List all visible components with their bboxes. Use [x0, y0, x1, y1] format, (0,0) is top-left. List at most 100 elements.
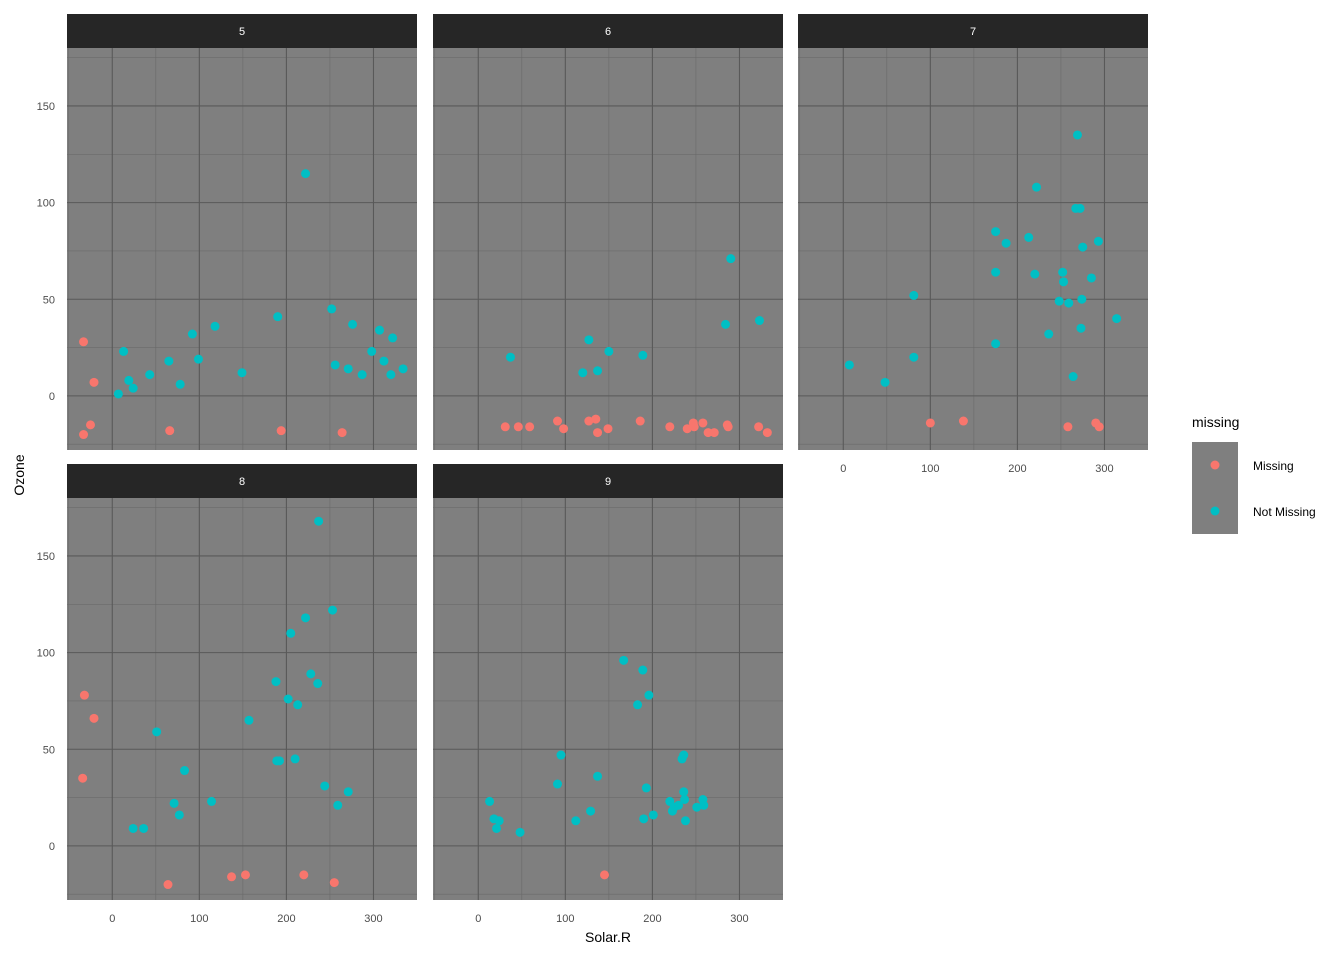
point-missing — [329, 878, 339, 888]
point-not-missing — [273, 312, 283, 322]
y-tick-label: 0 — [49, 391, 55, 403]
point-not-missing — [367, 346, 377, 356]
point-not-missing — [680, 795, 690, 804]
x-tick-label: 0 — [475, 913, 481, 925]
point-missing — [79, 690, 89, 700]
point-not-missing — [283, 694, 293, 704]
y-tick-label: 100 — [37, 648, 55, 660]
point-not-missing — [174, 810, 184, 820]
point-not-missing — [1058, 267, 1068, 277]
legend: missing Missing Not Missing — [1192, 414, 1316, 534]
point-not-missing — [379, 356, 389, 366]
point-missing — [723, 422, 733, 432]
point-not-missing — [648, 810, 658, 820]
point-missing — [163, 880, 173, 890]
point-not-missing — [1001, 238, 1011, 248]
point-missing — [299, 870, 309, 880]
point-not-missing — [1054, 296, 1064, 306]
point-missing — [1063, 422, 1073, 432]
point-not-missing — [306, 669, 316, 679]
facet-panel-8: 8 0 50 100 150 0 100 200 300 — [37, 464, 417, 925]
point-missing — [79, 337, 89, 347]
point-not-missing — [175, 379, 185, 389]
point-not-missing — [193, 354, 203, 364]
point-not-missing — [210, 321, 220, 331]
point-not-missing — [320, 781, 330, 791]
y-tick-label: 150 — [37, 551, 55, 563]
point-not-missing — [1072, 130, 1082, 140]
point-not-missing — [1086, 273, 1096, 283]
point-not-missing — [333, 800, 343, 810]
y-tick-label: 50 — [43, 294, 55, 306]
point-not-missing — [187, 329, 197, 339]
point-not-missing — [128, 383, 138, 393]
point-not-missing — [584, 335, 594, 345]
point-not-missing — [1093, 236, 1103, 246]
x-tick-label: 100 — [190, 913, 208, 925]
point-not-missing — [991, 227, 1001, 237]
point-missing — [165, 426, 175, 436]
point-not-missing — [604, 346, 614, 356]
point-missing — [1094, 422, 1104, 432]
point-not-missing — [152, 727, 162, 737]
point-not-missing — [301, 613, 311, 623]
point-not-missing — [586, 806, 596, 816]
x-tick-label: 100 — [921, 463, 939, 475]
point-not-missing — [593, 771, 603, 781]
point-not-missing — [386, 370, 396, 380]
point-not-missing — [909, 290, 919, 300]
point-not-missing — [343, 787, 353, 797]
point-not-missing — [1075, 203, 1085, 213]
point-missing — [79, 430, 89, 440]
facet-strip-label: 8 — [239, 476, 245, 488]
point-not-missing — [1068, 372, 1078, 382]
facet-panel-7: 7 0 100 200 300 — [798, 14, 1148, 475]
point-missing — [709, 428, 719, 438]
point-not-missing — [692, 802, 702, 812]
point-not-missing — [237, 368, 247, 378]
point-not-missing — [271, 677, 281, 687]
point-missing — [635, 416, 645, 426]
point-not-missing — [357, 370, 367, 380]
point-not-missing — [348, 319, 358, 329]
point-not-missing — [244, 715, 254, 725]
facet-strip — [67, 14, 417, 48]
point-not-missing — [721, 319, 731, 329]
legend-key-not-missing — [1210, 506, 1220, 516]
x-axis-title: Solar.R — [585, 929, 631, 945]
point-missing — [600, 870, 610, 880]
point-missing — [593, 428, 603, 438]
point-missing — [89, 713, 99, 723]
point-not-missing — [293, 700, 303, 710]
point-missing — [500, 422, 510, 432]
point-missing — [665, 422, 675, 432]
x-tick-label: 100 — [556, 913, 574, 925]
y-tick-label: 150 — [37, 101, 55, 113]
point-missing — [553, 416, 563, 426]
point-not-missing — [1032, 182, 1042, 192]
point-not-missing — [274, 756, 284, 766]
facet-strip — [67, 464, 417, 498]
point-not-missing — [754, 316, 764, 326]
point-not-missing — [505, 352, 515, 362]
point-missing — [925, 418, 935, 428]
point-missing — [682, 424, 692, 434]
x-tick-label: 300 — [364, 913, 382, 925]
point-not-missing — [314, 516, 324, 526]
point-missing — [698, 418, 708, 428]
point-not-missing — [343, 364, 353, 374]
point-not-missing — [1078, 242, 1088, 252]
point-not-missing — [909, 352, 919, 362]
point-not-missing — [571, 816, 581, 826]
facet-strip — [433, 14, 783, 48]
facet-strip-label: 7 — [970, 26, 976, 38]
point-not-missing — [169, 798, 179, 808]
point-not-missing — [644, 690, 654, 700]
point-not-missing — [679, 787, 689, 797]
x-tick-label: 200 — [643, 913, 661, 925]
point-missing — [762, 428, 772, 438]
point-missing — [513, 422, 523, 432]
point-not-missing — [1077, 294, 1087, 304]
